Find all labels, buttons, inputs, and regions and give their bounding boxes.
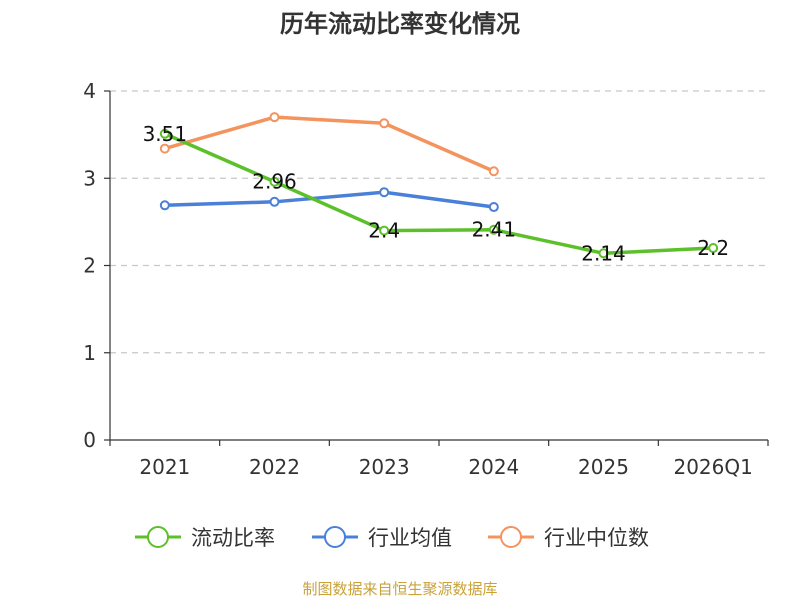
legend-marker [500, 526, 522, 548]
legend[interactable]: 流动比率 行业均值 行业中位数 [135, 526, 649, 550]
data-point[interactable] [379, 118, 390, 129]
grid-lines [110, 90, 768, 354]
data-point[interactable] [159, 200, 170, 211]
legend-label: 行业均值 [368, 526, 452, 550]
x-tick-label: 2023 [359, 455, 410, 479]
y-tick-label: 1 [83, 341, 96, 365]
legend-item-2[interactable]: 行业中位数 [488, 526, 649, 550]
series-line-2 [163, 115, 496, 174]
data-point[interactable] [159, 143, 170, 154]
y-tick-label: 4 [83, 79, 96, 103]
data-label: 2.2 [697, 236, 729, 260]
y-tick-label: 2 [83, 254, 96, 278]
legend-marker [324, 526, 346, 548]
data-point[interactable] [488, 202, 499, 213]
series-line-0 [163, 132, 715, 256]
legend-item-1[interactable]: 行业均值 [312, 526, 452, 550]
data-point[interactable] [269, 112, 280, 123]
legend-label: 行业中位数 [544, 526, 649, 550]
data-label: 3.51 [143, 122, 188, 146]
data-label: 2.41 [472, 218, 517, 242]
data-point[interactable] [488, 224, 499, 235]
chart-title: 历年流动比率变化情况 [280, 10, 520, 38]
x-tick-label: 2022 [249, 455, 300, 479]
data-point[interactable] [379, 225, 390, 236]
data-label: 2.4 [368, 219, 400, 243]
data-labels: 3.51 2.96 2.4 2.41 2.14 2.2 [143, 122, 730, 266]
x-tick-label: 2025 [578, 455, 629, 479]
legend-item-0[interactable]: 流动比率 [135, 526, 275, 550]
legend-label: 流动比率 [191, 526, 275, 550]
data-point[interactable] [379, 187, 390, 198]
x-tick-label: 2021 [139, 455, 190, 479]
data-point[interactable] [159, 128, 170, 139]
source-note: 制图数据来自恒生聚源数据库 [302, 580, 498, 598]
data-point[interactable] [708, 243, 719, 254]
data-point[interactable] [598, 248, 609, 259]
data-point[interactable] [269, 196, 280, 207]
axes: 0 1 2 3 4 2021 2022 2023 2024 2025 2026Q1 [83, 79, 769, 479]
series-lines [159, 112, 719, 259]
data-label: 2.96 [252, 170, 297, 194]
x-tick-label: 2026Q1 [673, 455, 752, 479]
y-tick-label: 0 [83, 428, 96, 452]
data-label: 2.14 [581, 241, 626, 265]
y-tick-label: 3 [83, 166, 96, 190]
data-point[interactable] [488, 166, 499, 177]
data-point[interactable] [269, 176, 280, 187]
legend-marker [147, 526, 169, 548]
series-line-1 [163, 190, 496, 209]
x-tick-label: 2024 [468, 455, 519, 479]
